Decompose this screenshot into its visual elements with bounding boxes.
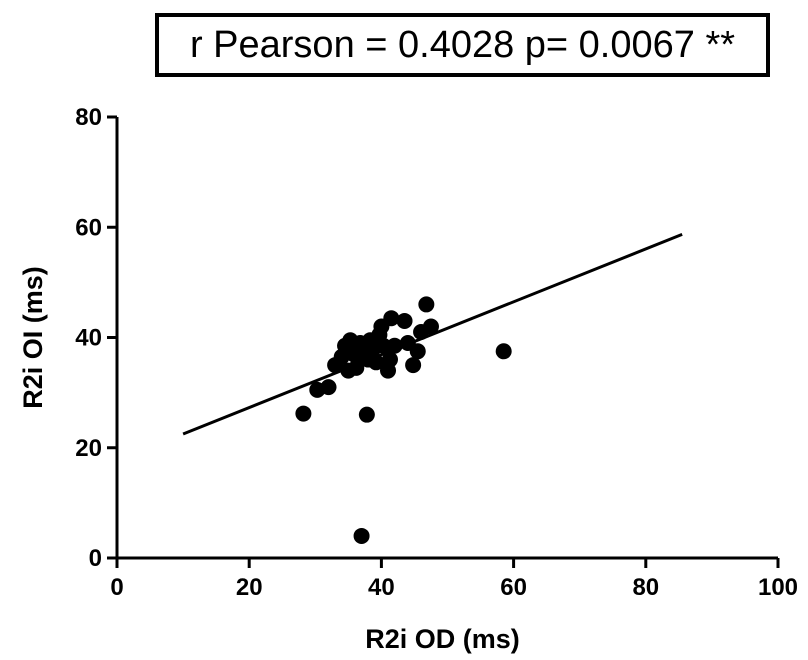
y-tick-label: 80 (75, 104, 102, 131)
x-tick-label: 0 (110, 574, 123, 601)
data-point (422, 318, 439, 335)
data-point (295, 405, 312, 422)
x-axis-ticks: 0 20 40 60 80 100 (110, 558, 798, 601)
y-tick-label: 20 (75, 435, 102, 462)
correlation-stat-text: r Pearson = 0.4028 p= 0.0067 ** (189, 23, 736, 66)
data-point (368, 354, 385, 371)
y-axis-title: R2i OI (ms) (18, 266, 48, 409)
data-points (295, 296, 512, 544)
data-point (409, 343, 426, 360)
data-point (386, 337, 403, 354)
data-point (353, 527, 370, 544)
x-axis-title: R2i OD (ms) (365, 624, 520, 654)
y-tick-label: 0 (89, 545, 102, 572)
data-point (375, 337, 392, 354)
x-tick-label: 80 (632, 574, 659, 601)
y-axis-ticks: 0 20 40 60 80 (75, 104, 117, 572)
x-tick-label: 20 (236, 574, 263, 601)
data-point (383, 310, 400, 327)
y-tick-label: 60 (75, 214, 102, 241)
data-point (320, 379, 337, 396)
x-tick-label: 100 (758, 574, 798, 601)
data-point (381, 351, 398, 368)
y-tick-label: 40 (75, 325, 102, 352)
data-point (396, 312, 413, 329)
data-point (418, 296, 435, 313)
x-tick-label: 40 (368, 574, 395, 601)
x-tick-label: 60 (500, 574, 527, 601)
correlation-stat-box: r Pearson = 0.4028 p= 0.0067 ** (155, 13, 770, 77)
data-point (358, 406, 375, 423)
data-point (405, 357, 422, 374)
data-point (495, 343, 512, 360)
